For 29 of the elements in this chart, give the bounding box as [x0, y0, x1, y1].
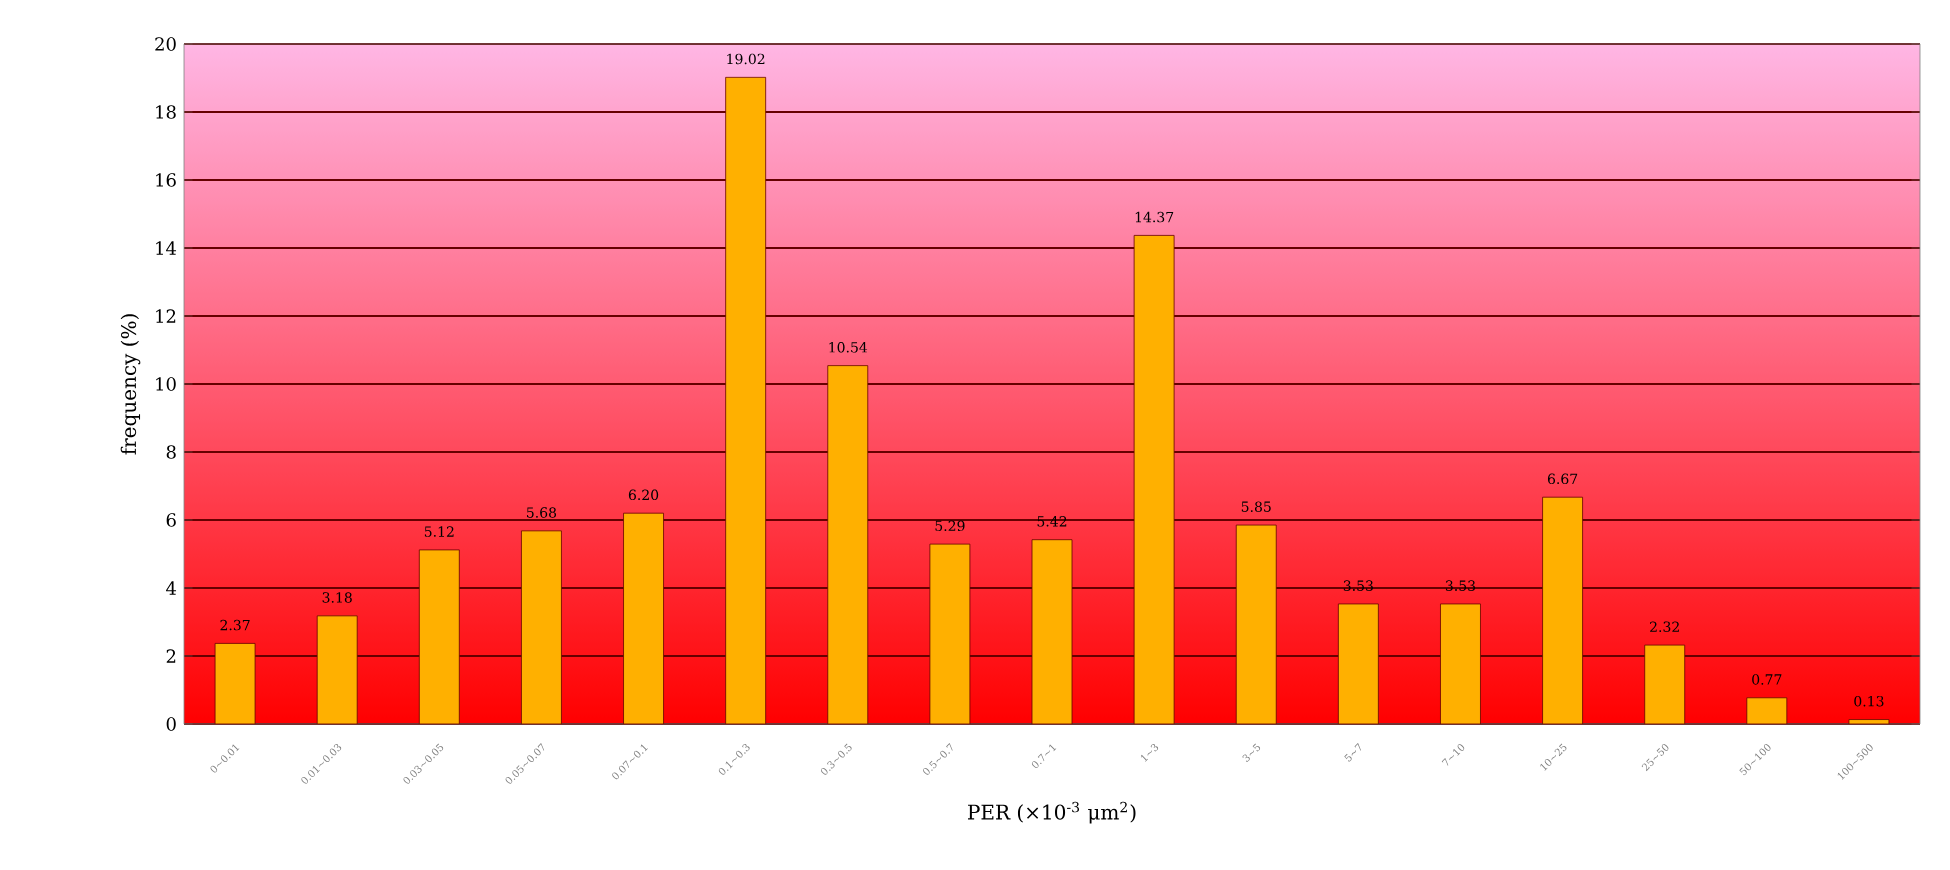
- bar: [623, 512, 664, 724]
- bar: [1746, 697, 1787, 724]
- bar: [1644, 644, 1686, 724]
- bar: [1440, 603, 1481, 724]
- bar: [1133, 235, 1175, 724]
- y-tick-label: 0: [166, 717, 176, 731]
- bar: [827, 365, 869, 724]
- y-axis-title: frequency (%): [120, 314, 141, 455]
- bar: [1337, 603, 1379, 724]
- y-tick-label: 10: [156, 377, 176, 391]
- bar: [214, 643, 256, 724]
- y-tick-label: 4: [166, 581, 177, 595]
- y-tick-label: 18: [156, 105, 176, 119]
- bar: [1235, 524, 1277, 724]
- bar: [929, 543, 971, 724]
- bar: [1542, 496, 1583, 724]
- x-axis-title: PER (×10$^{-3}$ μm$^{2}$): [968, 801, 1136, 824]
- y-tick-label: 20: [155, 37, 176, 51]
- y-tick-label: 6: [166, 513, 176, 527]
- y-tick-label: 8: [166, 445, 176, 459]
- y-tick-label: 2: [166, 649, 176, 663]
- bar: [418, 549, 460, 724]
- bar: [725, 76, 767, 724]
- bar: [1031, 539, 1073, 724]
- y-tick-label: 12: [156, 309, 176, 323]
- bar: [316, 615, 358, 724]
- y-tick-label: 16: [156, 173, 176, 187]
- y-tick-label: 14: [156, 241, 177, 255]
- bar: [521, 530, 562, 724]
